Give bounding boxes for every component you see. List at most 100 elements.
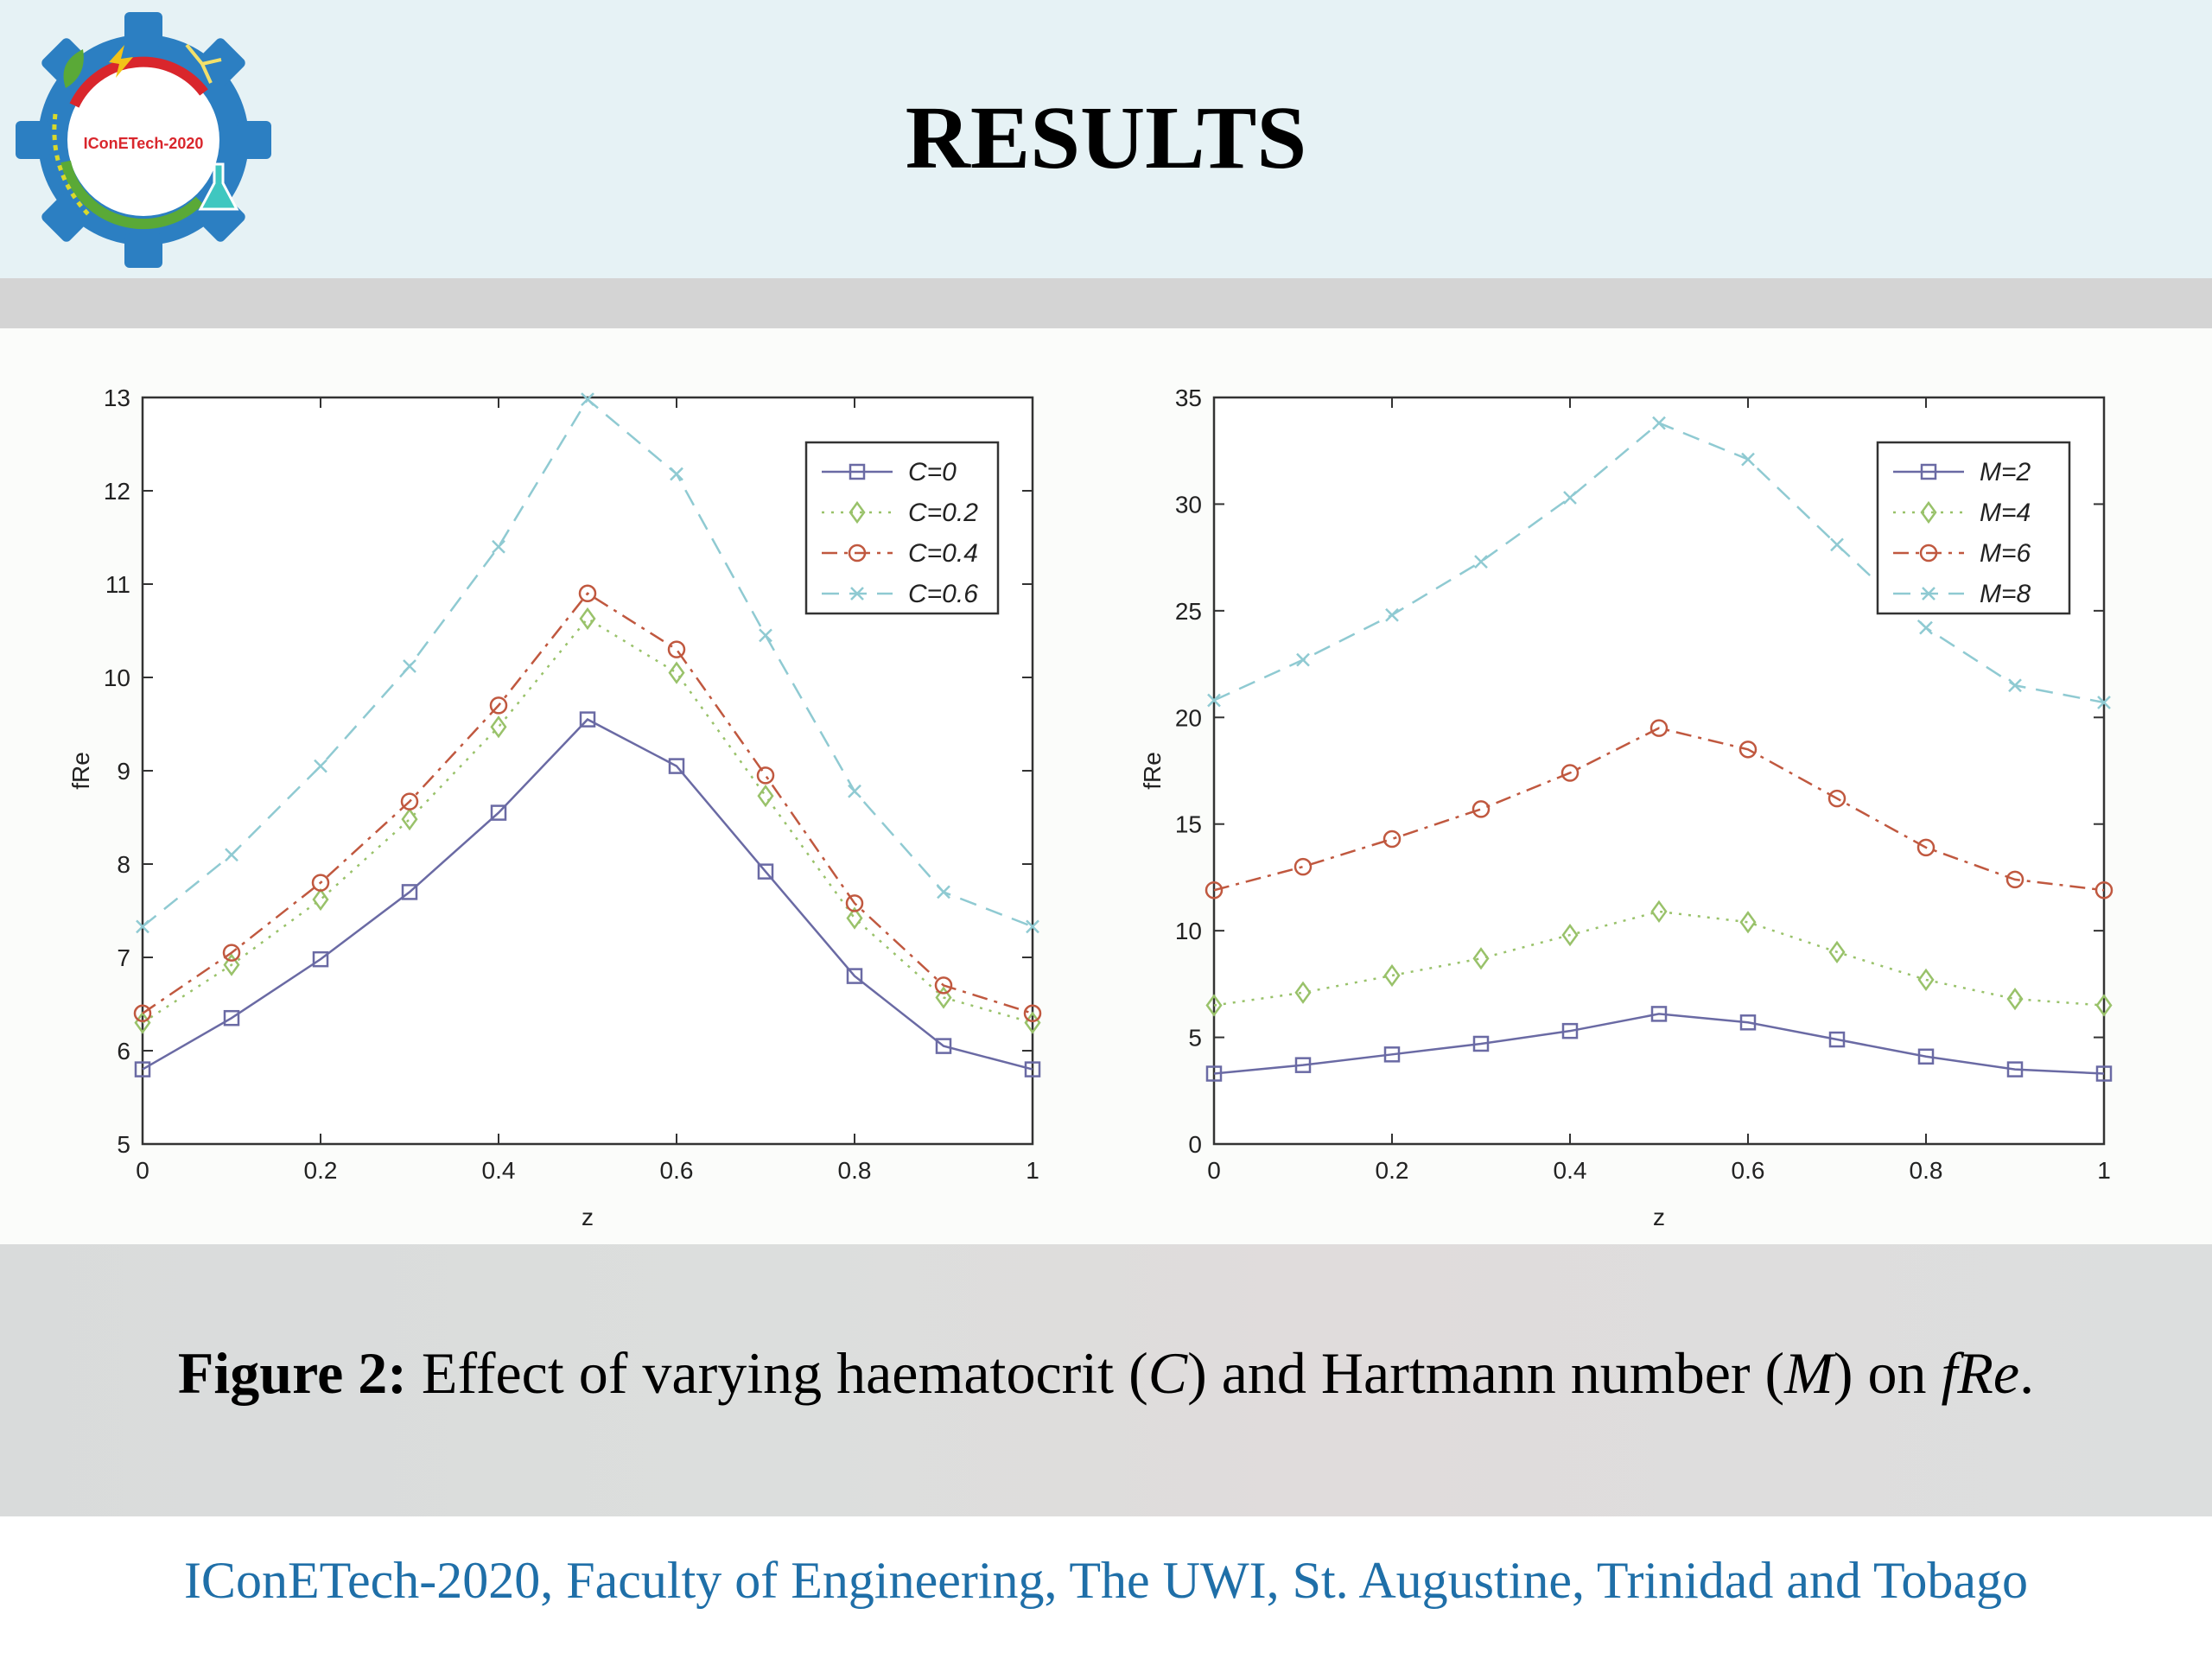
data-point-M=2 <box>1561 1022 1579 1039</box>
data-point-C=0.6 <box>403 659 416 673</box>
legend-label: M=6 <box>1980 539 2031 568</box>
data-point-M=8 <box>1296 652 1310 667</box>
legend-label: C=0.6 <box>908 580 978 608</box>
data-point-M=4 <box>1472 947 1490 970</box>
legend-box <box>1876 441 2071 615</box>
data-point-M=6 <box>1205 880 1224 899</box>
data-point-C=0 <box>490 804 507 821</box>
data-point-C=0 <box>134 1061 151 1077</box>
y-tick-label: 30 <box>1175 491 1202 518</box>
y-tick-label: 13 <box>104 385 130 411</box>
figure-caption: Figure 2: Effect of varying haematocrit … <box>0 1339 2212 1408</box>
data-point-C=0.6 <box>314 759 327 773</box>
caption-var3: fRe <box>1941 1340 2020 1406</box>
legend-marker <box>850 587 864 601</box>
x-tick-label: 0.4 <box>482 1157 516 1184</box>
data-point-M=4 <box>2095 994 2113 1017</box>
data-point-C=0.4 <box>667 640 686 658</box>
data-point-M=4 <box>1650 899 1668 924</box>
data-point-M=2 <box>2095 1065 2113 1082</box>
data-point-C=0 <box>1024 1061 1041 1077</box>
y-tick-label: 10 <box>104 664 130 691</box>
data-point-C=0.4 <box>845 894 864 912</box>
x-tick-label: 0.8 <box>1910 1157 1943 1184</box>
x-tick-label: 0.2 <box>1376 1157 1409 1184</box>
data-point-C=0 <box>579 711 596 728</box>
legend-marker <box>849 500 866 524</box>
y-tick-label: 9 <box>117 758 130 785</box>
data-point-M=2 <box>1472 1035 1490 1052</box>
data-point-C=0.4 <box>756 766 775 785</box>
data-point-C=0.6 <box>136 919 149 934</box>
data-point-C=0.2 <box>757 785 774 808</box>
data-point-M=2 <box>1650 1006 1668 1022</box>
y-tick-label: 35 <box>1175 385 1202 411</box>
data-point-M=6 <box>2094 880 2113 899</box>
data-point-C=0.4 <box>578 584 597 603</box>
data-point-M=4 <box>1383 963 1401 988</box>
data-point-M=6 <box>1560 764 1580 782</box>
x-tick-label: 0.6 <box>660 1157 694 1184</box>
data-point-M=6 <box>2005 870 2024 889</box>
data-point-M=6 <box>1382 830 1402 849</box>
data-point-M=4 <box>1205 994 1223 1017</box>
caption-part4: . <box>2019 1340 2035 1406</box>
caption-var1: C <box>1147 1340 1188 1406</box>
x-tick-label: 0 <box>136 1157 149 1184</box>
y-axis-label: fRe <box>67 752 94 790</box>
caption-prefix: Figure 2: <box>177 1340 407 1406</box>
data-point-M=2 <box>1917 1048 1935 1065</box>
data-point-C=0.2 <box>668 661 685 684</box>
data-point-C=0.6 <box>759 628 772 643</box>
chart-hartmann-svg: 0 0.2 0.4 0.6 0.8 105101520253035zfReM=2M=4M=… <box>1139 385 2113 1230</box>
caption-part2: ) and Hartmann number ( <box>1187 1340 1785 1406</box>
y-tick-label: 7 <box>117 944 130 971</box>
series-line-C=0 <box>142 718 1033 1071</box>
x-tick-label: 0.8 <box>838 1157 872 1184</box>
data-point-M=2 <box>2006 1061 2024 1077</box>
page-title: RESULTS <box>905 88 1307 188</box>
legend-marker <box>849 463 866 480</box>
data-point-C=0.4 <box>1023 1004 1042 1023</box>
y-tick-label: 10 <box>1175 918 1202 944</box>
leaf-icon <box>63 49 84 88</box>
legend-marker <box>1920 463 1937 480</box>
x-axis-label: z <box>1653 1204 1665 1230</box>
x-tick-label: 1 <box>1026 1157 1039 1184</box>
data-point-M=4 <box>1561 923 1579 947</box>
y-tick-label: 20 <box>1175 704 1202 731</box>
data-point-C=0.4 <box>400 792 419 810</box>
caption-part1: Effect of varying haematocrit ( <box>406 1340 1148 1406</box>
legend-marker <box>848 543 867 563</box>
caption-part3: ) on <box>1833 1340 1942 1406</box>
lightning-icon <box>109 45 133 78</box>
caption-var2: M <box>1784 1340 1834 1406</box>
data-point-C=0.2 <box>579 607 596 631</box>
data-point-C=0 <box>223 1009 240 1027</box>
data-point-C=0 <box>846 968 863 984</box>
data-point-M=8 <box>2097 696 2111 709</box>
legend-marker <box>1920 500 1937 524</box>
data-point-M=4 <box>1917 968 1935 992</box>
data-point-M=8 <box>1474 555 1488 569</box>
data-point-M=6 <box>1471 800 1491 818</box>
footer-text: IConETech-2020, Faculty of Engineering, … <box>183 1552 2029 1609</box>
data-point-C=0 <box>935 1038 952 1054</box>
data-point-M=8 <box>1385 607 1399 622</box>
data-point-M=8 <box>1741 452 1755 467</box>
conference-logo: IConETech-2020 <box>14 10 273 270</box>
data-point-C=0.6 <box>937 885 950 899</box>
data-point-M=6 <box>1916 838 1936 857</box>
data-point-C=0 <box>312 950 329 968</box>
y-tick-label: 5 <box>1188 1025 1202 1052</box>
x-tick-label: 0.6 <box>1732 1157 1765 1184</box>
data-point-M=8 <box>2008 678 2022 693</box>
legend-label: M=2 <box>1980 458 2031 486</box>
data-point-M=6 <box>1827 789 1847 808</box>
data-point-M=4 <box>1294 981 1312 1004</box>
footer-band <box>0 1516 2212 1659</box>
data-point-C=0.6 <box>492 539 505 554</box>
data-point-M=6 <box>1738 741 1758 759</box>
data-point-M=4 <box>2006 988 2024 1011</box>
data-point-C=0.4 <box>311 874 330 892</box>
